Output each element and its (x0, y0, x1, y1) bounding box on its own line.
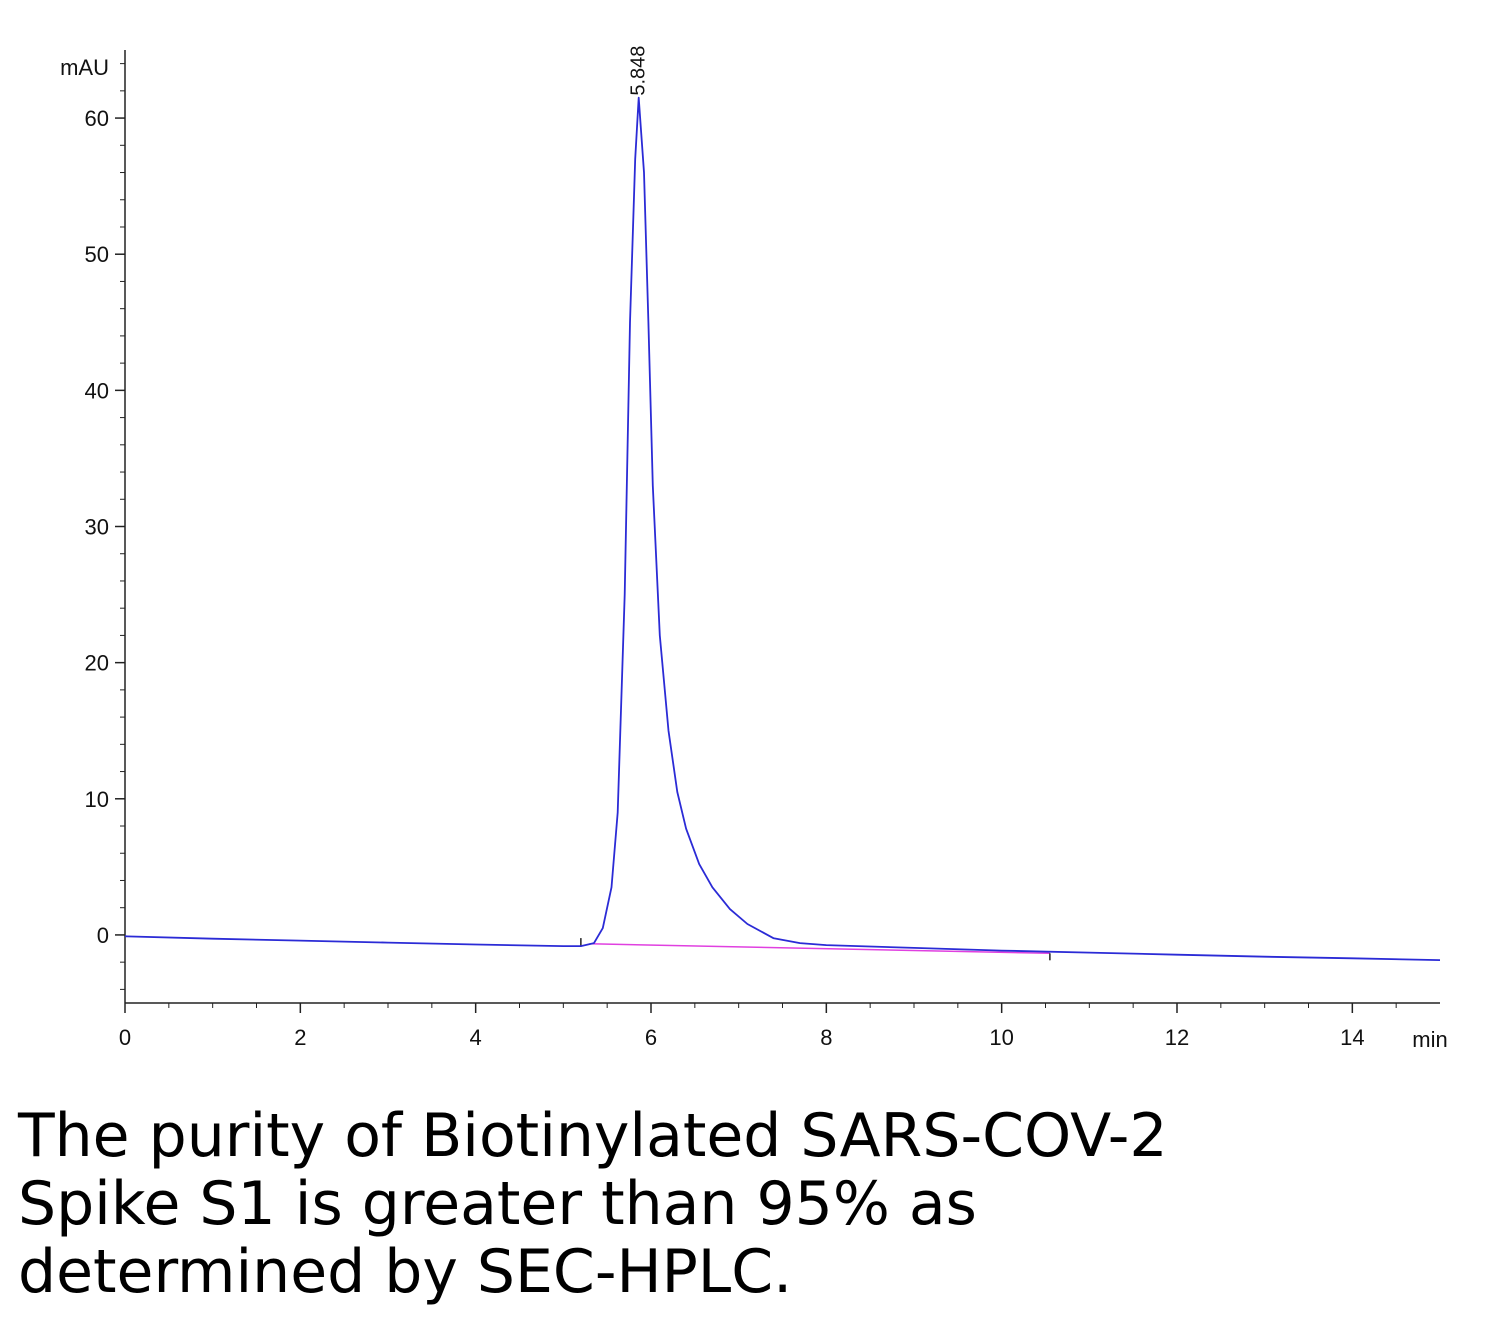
x-tick-label: 14 (1340, 1025, 1364, 1050)
x-tick-label: 10 (989, 1025, 1013, 1050)
y-tick-label: 60 (85, 106, 109, 131)
y-tick-label: 50 (85, 242, 109, 267)
y-tick-label: 30 (85, 515, 109, 540)
peak-retention-label: 5.848 (628, 46, 650, 96)
x-tick-label: 12 (1165, 1025, 1189, 1050)
y-tick-label: 10 (85, 787, 109, 812)
x-tick-label: 0 (119, 1025, 131, 1050)
x-tick-label: 2 (294, 1025, 306, 1050)
chromatogram-chart: 0 10 20 30 40 50 60 mAU 0 2 4 6 8 10 12 14 min 5.848 (60, 46, 1448, 1052)
y-tick-label: 0 (97, 923, 109, 948)
figure-caption: The purity of Biotinylated SARS-COV-2 Sp… (18, 1101, 1168, 1307)
x-tick-label: 8 (820, 1025, 832, 1050)
x-tick-label: 4 (470, 1025, 482, 1050)
x-axis-unit-label: min (1412, 1027, 1447, 1052)
y-tick-label: 40 (85, 378, 109, 403)
signal-trace-0 (124, 96, 1441, 961)
chromatogram-svg: 0 10 20 30 40 50 60 mAU 0 2 4 6 8 10 12 14 min 5.848 (60, 46, 1448, 1052)
x-tick-label: 6 (645, 1025, 657, 1050)
integration-baseline (589, 943, 1050, 955)
y-axis-unit-label: mAU (60, 55, 109, 80)
y-tick-label: 20 (85, 651, 109, 676)
